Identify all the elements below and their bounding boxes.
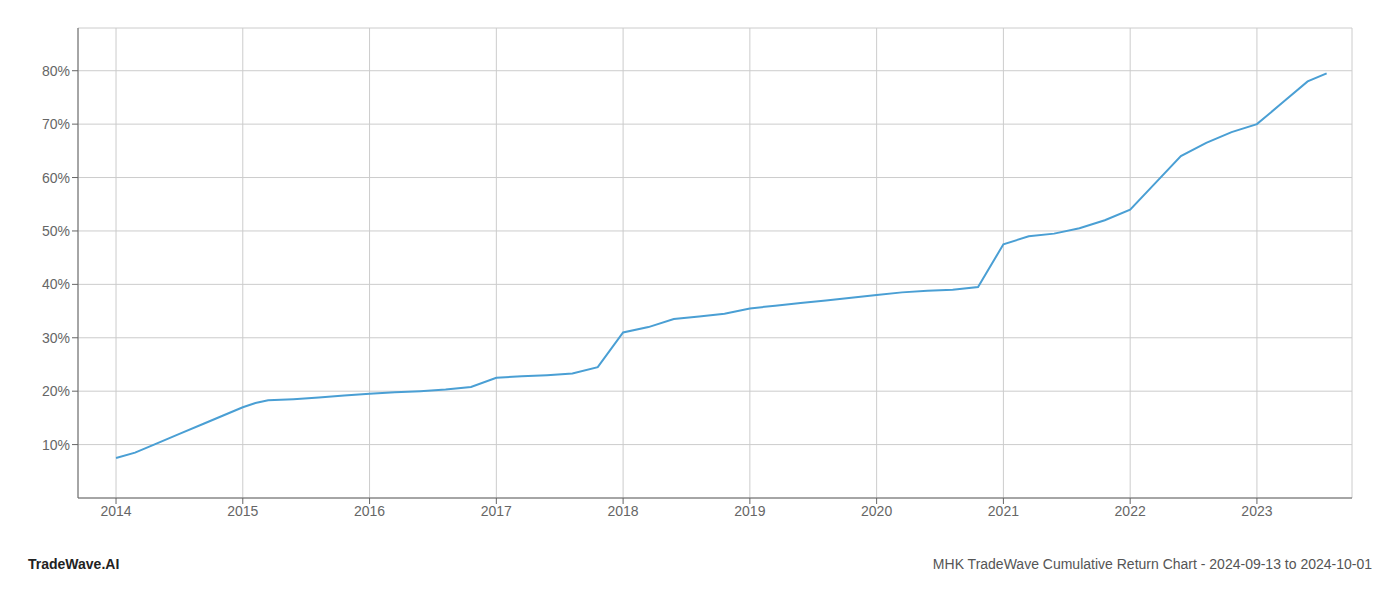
svg-text:2017: 2017 <box>481 503 512 519</box>
svg-text:10%: 10% <box>42 437 70 453</box>
svg-text:20%: 20% <box>42 383 70 399</box>
html-text:TradeWave.AI: TradeWave.AI <box>28 556 120 572</box>
html-text:MHK TradeWave Cumulative Retur: MHK TradeWave Cumulative Return Chart - … <box>932 556 1372 572</box>
svg-text:2014: 2014 <box>100 503 131 519</box>
svg-text:2023: 2023 <box>1241 503 1272 519</box>
svg-text:2016: 2016 <box>354 503 385 519</box>
svg-text:2018: 2018 <box>608 503 639 519</box>
svg-text:50%: 50% <box>42 223 70 239</box>
svg-text:30%: 30% <box>42 330 70 346</box>
svg-text:40%: 40% <box>42 276 70 292</box>
svg-text:2022: 2022 <box>1115 503 1146 519</box>
svg-text:70%: 70% <box>42 116 70 132</box>
svg-text:2020: 2020 <box>861 503 892 519</box>
svg-text:2015: 2015 <box>227 503 258 519</box>
svg-text:2021: 2021 <box>988 503 1019 519</box>
svg-text:2019: 2019 <box>734 503 765 519</box>
svg-text:80%: 80% <box>42 63 70 79</box>
svg-text:60%: 60% <box>42 170 70 186</box>
